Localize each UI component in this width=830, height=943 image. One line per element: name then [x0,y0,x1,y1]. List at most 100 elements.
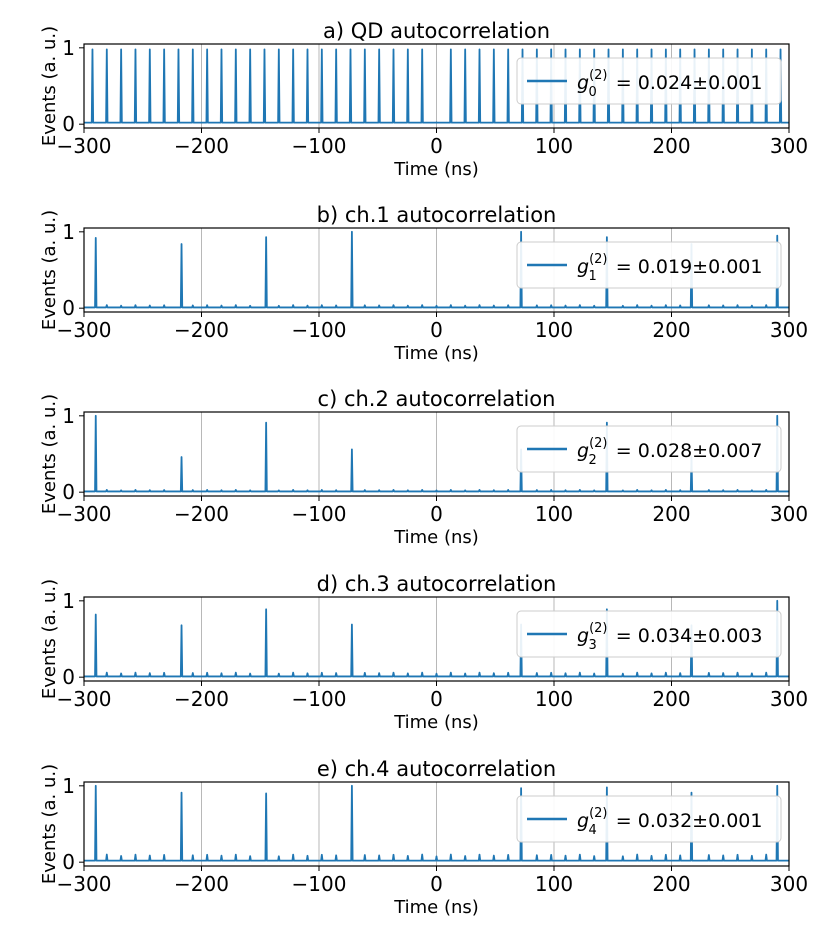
x-tick-label: −100 [292,318,347,342]
series-line [84,784,789,862]
x-axis-label: Time (ns) [393,897,479,918]
legend: g(2) 3 = 0.034±0.003 [516,610,782,658]
x-tick-label: 0 [430,502,443,526]
legend-superscript: (2) [589,252,607,267]
series-line [84,230,789,309]
x-tick-label: 100 [535,687,573,711]
chart-title: d) ch.3 autocorrelation [317,572,557,596]
legend-value: = 0.019±0.001 [610,256,763,278]
legend-label: g(2) 0 = 0.024±0.001 [577,68,762,100]
x-tick-label: 300 [770,134,808,158]
x-tick-label: −200 [174,134,229,158]
chart-panel-3: c) ch.2 autocorrelation −300 −200 −100 0 100 2… [39,387,808,548]
legend-symbol: g [577,256,589,278]
legend-value: = 0.024±0.001 [610,72,763,94]
legend-symbol: g [577,625,589,647]
chart-panel-4: d) ch.3 autocorrelation −300 −200 −100 0 100 2… [39,572,808,733]
x-tick-label: 200 [652,134,690,158]
legend-label: g(2) 3 = 0.034±0.003 [577,621,762,653]
legend: g(2) 4 = 0.032±0.001 [516,795,782,843]
x-tick-label: −200 [174,872,229,896]
x-tick-label: 200 [652,872,690,896]
series-line [84,414,789,493]
legend-box [516,610,782,658]
y-tick-label: 0 [62,480,75,504]
legend-symbol: g [577,440,589,462]
y-axis-label: Events (a. u.) [39,764,60,884]
legend-superscript: (2) [589,806,607,821]
series-line [84,48,789,124]
legend-label: g(2) 4 = 0.032±0.001 [577,806,762,838]
chart-panel-5: e) ch.4 autocorrelation −300 −200 −100 0 100 2… [39,757,808,918]
x-tick-label: 100 [535,872,573,896]
x-tick-label: −200 [174,318,229,342]
legend-subscript: 1 [588,269,596,284]
x-axis-label: Time (ns) [393,343,479,364]
legend-box [516,425,782,473]
chart-title: e) ch.4 autocorrelation [317,757,556,781]
x-tick-label: −300 [57,502,112,526]
legend-label: g(2) 1 = 0.019±0.001 [577,252,762,284]
legend: g(2) 2 = 0.028±0.007 [516,425,782,473]
x-tick-label: −100 [292,687,347,711]
legend-subscript: 0 [588,85,596,100]
legend: g(2) 0 = 0.024±0.001 [516,57,782,105]
legend-box [516,57,782,105]
x-tick-label: 0 [430,134,443,158]
y-tick-label: 1 [62,36,75,60]
legend-box [516,241,782,289]
x-tick-label: 0 [430,687,443,711]
legend-superscript: (2) [589,68,607,83]
y-axis-label: Events (a. u.) [39,394,60,514]
x-tick-label: −100 [292,502,347,526]
legend-subscript: 4 [588,823,596,838]
x-tick-label: 300 [770,318,808,342]
x-tick-label: 300 [770,687,808,711]
x-tick-label: 200 [652,502,690,526]
y-tick-label: 0 [62,850,75,874]
chart-title: a) QD autocorrelation [323,19,550,43]
x-tick-label: 0 [430,318,443,342]
legend-superscript: (2) [589,621,607,636]
x-tick-label: 100 [535,502,573,526]
y-tick-label: 1 [62,774,75,798]
x-tick-label: −300 [57,134,112,158]
x-tick-label: −200 [174,502,229,526]
y-tick-label: 0 [62,296,75,320]
x-tick-label: −200 [174,687,229,711]
x-axis-label: Time (ns) [393,159,479,180]
x-tick-label: 300 [770,872,808,896]
legend: g(2) 1 = 0.019±0.001 [516,241,782,289]
legend-box [516,795,782,843]
y-tick-label: 1 [62,220,75,244]
chart-title: b) ch.1 autocorrelation [317,203,557,227]
legend-value: = 0.032±0.001 [610,810,763,832]
chart-panel-2: b) ch.1 autocorrelation −300 −200 −100 0 100 2… [39,203,808,364]
y-tick-label: 1 [62,589,75,613]
legend-symbol: g [577,72,589,94]
chart-panel-1: a) QD autocorrelation−300 −200 −100 0 100 200… [39,19,808,180]
x-tick-label: 200 [652,318,690,342]
y-tick-label: 1 [62,404,75,428]
y-axis-label: Events (a. u.) [39,579,60,699]
x-tick-label: −300 [57,872,112,896]
series-line [84,599,789,678]
x-tick-label: 100 [535,134,573,158]
legend-subscript: 2 [588,453,596,468]
legend-value: = 0.028±0.007 [610,440,763,462]
y-axis-label: Events (a. u.) [39,26,60,146]
x-tick-label: 200 [652,687,690,711]
x-axis-label: Time (ns) [393,712,479,733]
x-axis-label: Time (ns) [393,527,479,548]
y-tick-label: 0 [62,665,75,689]
x-tick-label: 100 [535,318,573,342]
legend-symbol: g [577,810,589,832]
x-tick-label: −300 [57,687,112,711]
legend-subscript: 3 [588,638,596,653]
legend-value: = 0.034±0.003 [610,625,763,647]
x-tick-label: 300 [770,502,808,526]
y-axis-label: Events (a. u.) [39,210,60,330]
y-tick-label: 0 [62,112,75,136]
chart-title: c) ch.2 autocorrelation [318,387,556,411]
legend-superscript: (2) [589,436,607,451]
